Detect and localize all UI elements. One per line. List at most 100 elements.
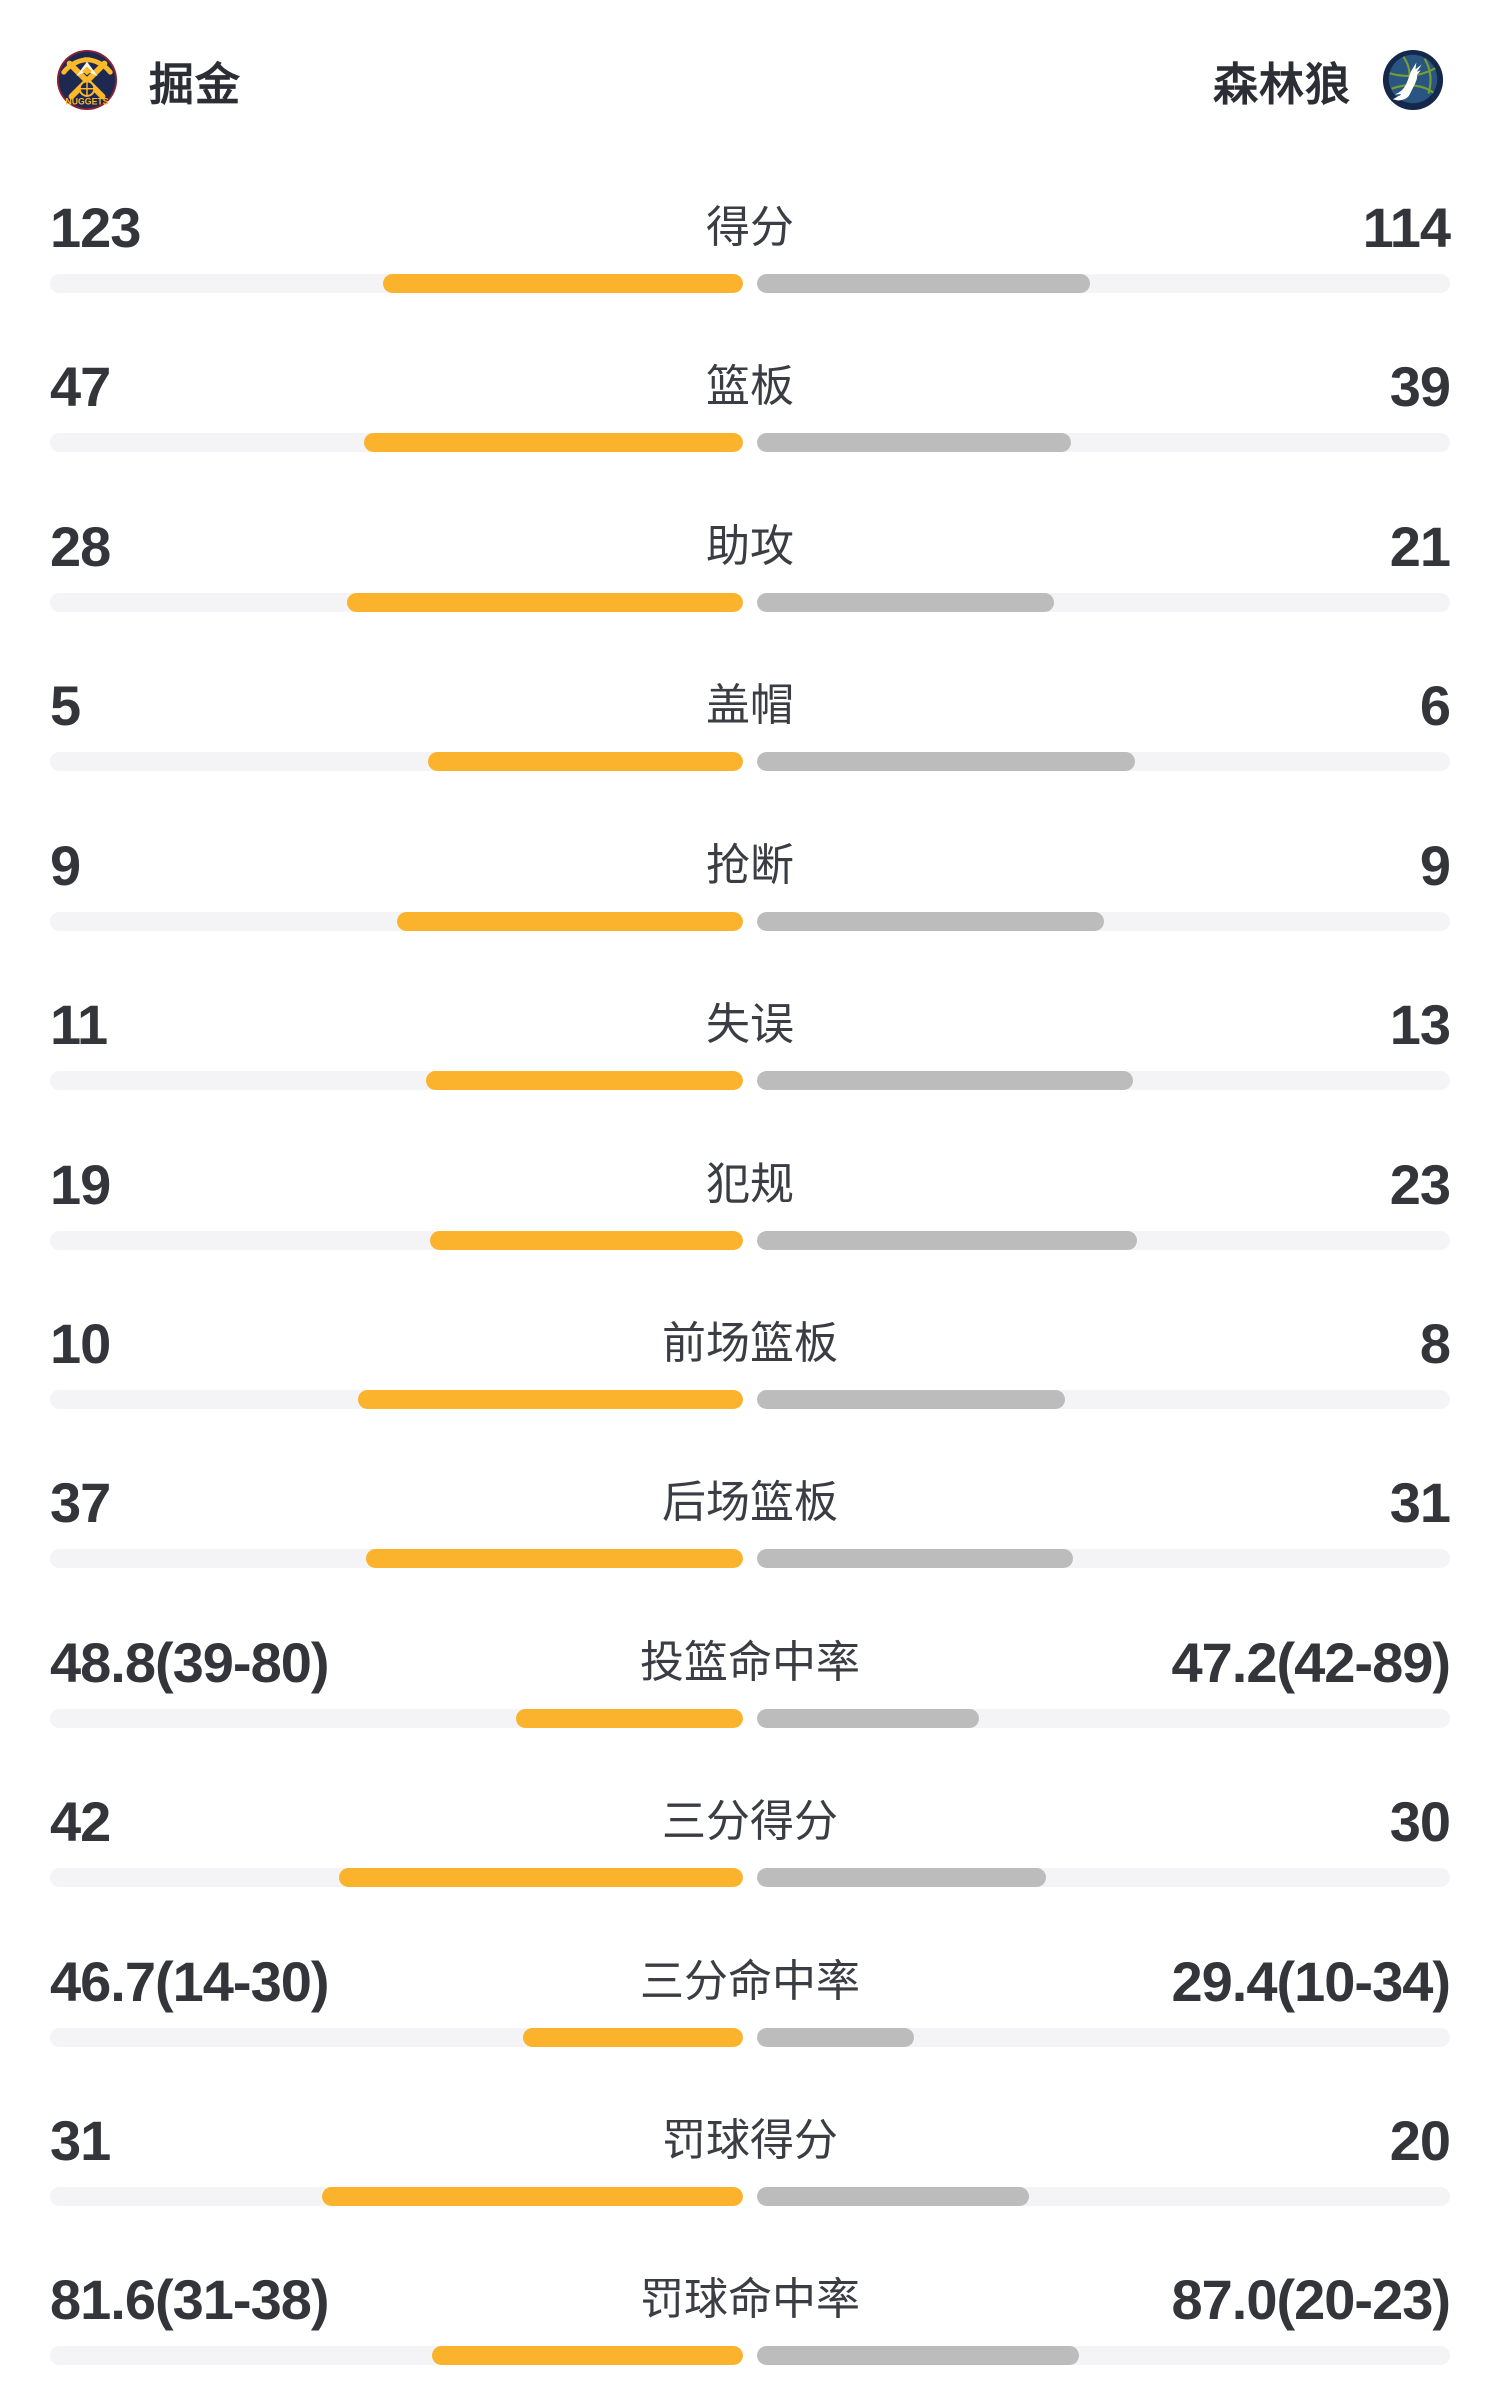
home-bar-fill	[522, 2027, 743, 2047]
stat-bar	[50, 2027, 1450, 2047]
away-value: 20	[1389, 2109, 1451, 2173]
away-bar-fill	[757, 1071, 1133, 1091]
stat-label: 三分得分	[662, 1797, 838, 1847]
stat-bar	[50, 592, 1450, 612]
stat-label: 盖帽	[706, 681, 794, 731]
home-value: 47	[50, 355, 111, 419]
home-value: 42	[50, 1790, 111, 1854]
home-value: 31	[50, 2109, 111, 2173]
away-bar-fill	[757, 433, 1071, 453]
away-bar-fill	[757, 752, 1135, 772]
away-value: 31	[1389, 1471, 1451, 1535]
stat-label: 得分	[706, 203, 794, 252]
home-value: 81.6(31-38)	[50, 2268, 330, 2332]
stat-label: 抢断	[706, 840, 794, 890]
away-team[interactable]: 森林狼	[1213, 47, 1445, 113]
home-team-name: 掘金	[149, 58, 242, 110]
home-bar-fill	[427, 752, 743, 772]
home-bar-fill	[429, 1230, 743, 1250]
away-value: 39	[1389, 355, 1451, 419]
teams-header: NUGGETS 掘金 森林狼	[55, 44, 1445, 116]
stat-row-three-points: 42 三分得分 30	[50, 1790, 1451, 1953]
stat-bar	[50, 1868, 1450, 1888]
away-value: 23	[1389, 1152, 1451, 1216]
stat-bar	[50, 2187, 1450, 2207]
stat-row-fg-pct: 48.8(39-80) 投篮命中率 47.2(42-89)	[50, 1630, 1451, 1794]
home-bar-fill	[347, 592, 743, 612]
stat-row-offensive-rebounds: 10 前场篮板 8	[50, 1311, 1451, 1475]
home-value: 19	[50, 1152, 111, 1216]
stat-row-ft-points: 31 罚球得分 20	[50, 2109, 1451, 2272]
home-bar-fill	[357, 1389, 743, 1409]
away-value: 87.0(20-23)	[1171, 2268, 1451, 2332]
stat-bar	[50, 1071, 1450, 1091]
home-value: 123	[50, 196, 141, 259]
stat-row-points: 123 得分 114	[50, 196, 1451, 359]
away-value: 13	[1389, 993, 1451, 1057]
stat-row-blocks: 5 盖帽 6	[50, 674, 1451, 837]
timberwolves-logo-icon	[1382, 49, 1444, 111]
away-bar-fill	[757, 2346, 1080, 2366]
away-bar-fill	[757, 2027, 915, 2047]
stat-label: 前场篮板	[662, 1318, 838, 1368]
home-value: 37	[50, 1471, 111, 1535]
home-bar-fill	[366, 1549, 743, 1569]
away-bar-fill	[757, 1389, 1065, 1409]
away-value: 30	[1389, 1790, 1451, 1854]
away-value: 21	[1389, 514, 1451, 578]
away-value: 47.2(42-89)	[1171, 1630, 1451, 1694]
stat-label: 助攻	[706, 521, 794, 571]
home-bar-fill	[363, 433, 743, 453]
stat-label: 后场篮板	[662, 1478, 838, 1528]
stat-bar	[50, 1708, 1450, 1728]
stat-bar	[50, 1230, 1450, 1250]
stat-bar	[50, 2346, 1450, 2366]
away-bar-fill	[757, 1230, 1137, 1250]
stat-row-turnovers: 11 失误 13	[50, 993, 1451, 1156]
stat-row-ft-pct: 81.6(31-38) 罚球命中率 87.0(20-23)	[50, 2268, 1451, 2400]
stat-label: 罚球得分	[662, 2116, 838, 2166]
stat-row-fouls: 19 犯规 23	[50, 1152, 1451, 1316]
stat-bar	[50, 274, 1450, 293]
stat-bar	[50, 911, 1450, 931]
away-bar-fill	[757, 1549, 1073, 1569]
away-bar-fill	[757, 2187, 1029, 2207]
away-value: 9	[1419, 833, 1451, 897]
home-bar-fill	[338, 1868, 743, 1888]
away-value: 6	[1419, 674, 1451, 738]
home-bar-fill	[425, 1071, 743, 1091]
away-bar-fill	[757, 1868, 1046, 1888]
home-bar-fill	[321, 2187, 743, 2207]
stat-label: 三分命中率	[640, 1956, 860, 2006]
stat-row-assists: 28 助攻 21	[50, 514, 1451, 678]
away-team-name: 森林狼	[1212, 58, 1351, 110]
home-value: 48.8(39-80)	[50, 1630, 330, 1694]
away-bar-fill	[757, 592, 1055, 612]
home-bar-fill	[383, 274, 743, 293]
stat-label: 投篮命中率	[640, 1637, 860, 1687]
stat-label: 犯规	[706, 1159, 794, 1209]
home-bar-fill	[515, 1708, 743, 1728]
home-value: 5	[50, 674, 81, 738]
away-value: 114	[1362, 196, 1451, 259]
stat-row-rebounds: 47 篮板 39	[50, 355, 1451, 518]
stats-list: 123 得分 114 47 篮板 39 28 助攻	[50, 196, 1451, 2400]
stat-bar	[50, 752, 1450, 772]
away-bar-fill	[757, 911, 1104, 931]
svg-text:NUGGETS: NUGGETS	[65, 97, 108, 107]
home-team[interactable]: NUGGETS 掘金	[55, 47, 241, 113]
home-value: 9	[50, 833, 81, 897]
stat-row-three-pct: 46.7(14-30) 三分命中率 29.4(10-34)	[50, 1949, 1451, 2113]
stat-bar	[50, 433, 1450, 453]
stat-bar	[50, 1389, 1450, 1409]
away-value: 29.4(10-34)	[1171, 1949, 1451, 2013]
home-bar-fill	[396, 911, 743, 931]
stat-bar	[50, 1549, 1450, 1569]
stat-label: 罚球命中率	[640, 2275, 860, 2325]
home-value: 28	[50, 514, 111, 578]
home-bar-fill	[431, 2346, 743, 2366]
away-value: 8	[1419, 1311, 1451, 1375]
home-value: 11	[50, 993, 108, 1057]
away-bar-fill	[757, 1708, 980, 1728]
